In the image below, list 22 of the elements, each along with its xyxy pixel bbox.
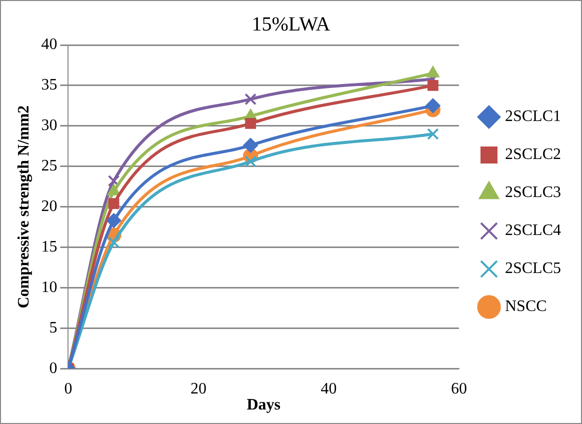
y-tick-label: 35 <box>41 76 58 94</box>
y-tick-label: 25 <box>41 158 58 175</box>
x-tick-label: 60 <box>450 380 467 398</box>
x-tick-label: 40 <box>320 380 337 398</box>
y-tick-label: 5 <box>49 319 58 336</box>
legend-label: 2SCLC3 <box>504 184 561 202</box>
y-tick-label: 20 <box>41 198 58 216</box>
chart-title: 15%LWA <box>252 13 331 36</box>
x-tick-label: 0 <box>64 380 72 398</box>
legend-label: 2SCLC4 <box>504 222 561 240</box>
x-axis-title: Days <box>246 396 280 414</box>
y-tick-label: 10 <box>41 278 58 296</box>
x-tick-label: 20 <box>190 380 206 398</box>
y-tick-label: 15 <box>41 238 58 256</box>
y-tick-label: 0 <box>49 360 58 377</box>
legend-label: 2SCLC1 <box>504 108 561 126</box>
legend-label: NSCC <box>504 298 547 316</box>
y-axis-title: Compressive strength N/mm2 <box>16 105 33 308</box>
y-tick-label: 40 <box>41 36 58 54</box>
legend-label: 2SCLC2 <box>504 146 561 164</box>
y-tick-label: 30 <box>41 117 58 134</box>
legend-label: 2SCLC5 <box>504 260 561 278</box>
